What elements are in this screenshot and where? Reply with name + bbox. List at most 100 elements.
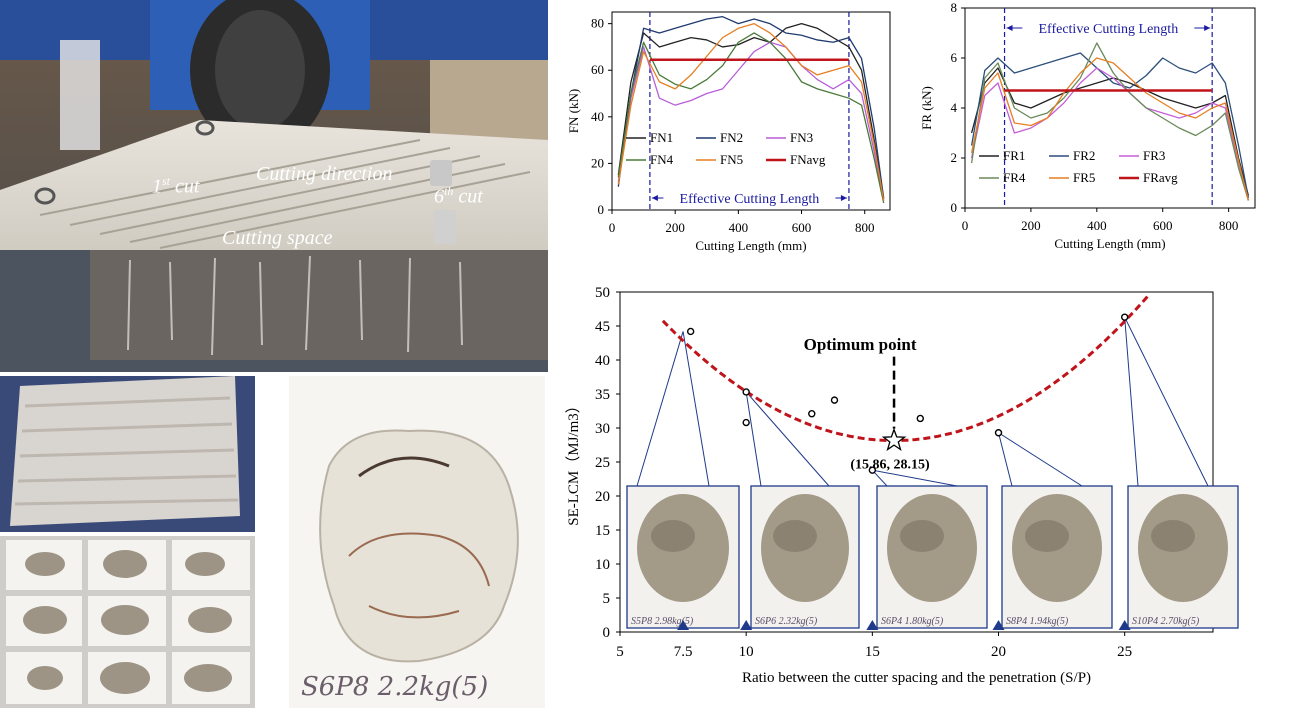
se-y-tick-label: 10 [595,557,610,573]
fr-legend-label-fr3: FR3 [1143,148,1165,163]
se-optimum-label: Optimum point [804,335,917,354]
se-inset-handwritten-label: S10P4 2.70kg(5) [1132,616,1200,627]
fn-x-tick-label: 400 [729,220,749,235]
se-inset-chips-detail [773,520,817,552]
fr-series-fr3 [970,67,1250,201]
se-inset-callout [1124,316,1209,487]
se-inset-chips-detail [900,520,944,552]
se-y-tick-label: 0 [603,625,611,641]
first-cut-number: 1 [152,175,162,198]
se-y-tick-label: 30 [595,421,610,437]
se-data-point [868,466,877,474]
se-inset-handwritten-label: S6P4 1.80kg(5) [881,616,944,627]
fr-x-tick-label: 800 [1219,218,1239,233]
se-y-tick-label: 5 [603,591,611,607]
fn-x-tick-label: 0 [609,220,616,235]
fr-series-fr2 [970,52,1250,199]
se-inset-handwritten-label: S8P4 1.94kg(5) [1006,616,1069,627]
fn-y-tick-label: 20 [591,155,604,170]
fr-x-tick-label: 600 [1153,218,1173,233]
fr-series-fr5 [970,57,1250,201]
chip-samples-photo [0,536,255,708]
fr-legend-label-fr1: FR1 [1003,148,1025,163]
fn-annotation-arrowhead-left [651,195,658,201]
first-cut-label: 1st cut [152,174,199,199]
chip-pile-illustration [289,376,545,708]
se-x-tick-label: 20 [991,644,1006,660]
se-optimum-coord: (15.86, 28.15) [850,458,930,473]
se-x-tick-label: 10 [739,644,754,660]
se-inset-callout [745,390,830,487]
se-y-tick-label: 15 [595,523,610,539]
fn-x-tick-label: 800 [855,220,875,235]
se-data-point [830,396,839,404]
fr-x-tick-label: 400 [1087,218,1107,233]
fn-y-tick-label: 60 [591,62,604,77]
se-data-point [808,410,816,418]
se-triangle-marker [740,620,753,630]
fn-series-fn1 [617,22,885,199]
se-inset-handwritten-label: S5P8 2.98kg(5) [631,616,694,627]
fn-chart: 0 200 400 600 800 0 20 40 60 80 Cutting Length (mm… [560,0,910,268]
sixth-cut-label: 6th cut [434,184,483,209]
fr-x-tick-label: 200 [1021,218,1041,233]
chip-pile-photo: S6P8 2.2kg(5) [289,376,545,708]
fn-x-tick-label: 600 [792,220,812,235]
fn-legend-label-fn4: FN4 [650,152,674,167]
fr-annotation-arrowhead-right [1204,25,1211,31]
se-data-point [686,327,695,336]
se-data-point [742,418,750,427]
cutting-rig-photo: 1st cut Cutting direction 6th cut Cuttin… [0,0,548,372]
fr-annotation-text: Effective Cutting Length [1038,22,1178,37]
fn-annotation-bg [663,188,836,206]
fn-legend-label-fn2: FN2 [720,130,743,145]
se-x-axis-label: Ratio between the cutter spacing and the… [742,670,1091,686]
fn-y-tick-label: 80 [591,16,604,31]
se-data-point [1120,313,1129,321]
se-y-tick-label: 40 [595,353,610,369]
fr-y-tick-label: 4 [951,100,958,115]
fn-legend-label-fnavg: FNavg [790,152,826,167]
se-lcm-chart: 0 5 10 15 20 25 30 35 40 45 50 5 10 15 20 25 7.5 Ratio be… [555,276,1296,708]
fr-legend-label-fr2: FR2 [1073,148,1095,163]
fn-chart-svg: 0 200 400 600 800 0 20 40 60 80 Cutting Length (mm… [566,11,891,253]
se-x-tick-label: 5 [616,644,624,660]
se-x-tick-label: 15 [865,644,880,660]
fr-series-fr4 [970,42,1250,201]
fn-series-fn3 [617,41,885,201]
se-y-tick-label: 50 [595,285,610,301]
se-inset-chips-detail [1025,520,1069,552]
fn-legend-label-fn3: FN3 [790,130,813,145]
fn-plot-frame [611,11,891,211]
se-triangle-marker [866,620,879,630]
fn-y-tick-label: 0 [598,202,605,217]
se-inset-chips-detail [651,520,695,552]
se-y-axis-label: SE-LCM（MJ/m3） [565,398,582,526]
first-cut-word: cut [175,175,200,198]
se-x-tick-label-extra: 7.5 [674,644,693,660]
cutting-rig-illustration [0,0,548,372]
se-fit-curve [661,292,1152,443]
cut-surface-photo [0,376,255,532]
se-triangle-marker [677,620,690,630]
se-y-tick-label: 20 [595,489,610,505]
se-inset-callout [997,431,1083,487]
fr-annotation-arrowhead-left [1006,25,1013,31]
fn-series-fn5 [617,22,885,201]
se-data-point [994,429,1003,437]
fr-y-tick-label: 0 [951,200,958,215]
se-inset-chips-detail [1151,520,1195,552]
se-x-tick-label: 25 [1117,644,1132,660]
fn-series-fn4 [617,32,885,204]
fr-y-axis-label: FR (kN) [919,86,934,130]
fr-chart: 0 200 400 600 800 0 2 4 6 8 Cutting Length (mm) FR … [915,0,1296,268]
fn-series-fn2 [617,16,885,199]
se-triangle-marker [1118,620,1131,630]
se-data-point [916,414,924,423]
sixth-cut-word: cut [458,185,483,208]
se-y-tick-label: 25 [595,455,610,471]
fr-legend-label-fr4: FR4 [1003,170,1026,185]
fn-annotation-text: Effective Cutting Length [680,192,820,207]
fn-y-axis-label: FN (kN) [566,89,581,133]
fr-y-tick-label: 8 [951,0,958,15]
